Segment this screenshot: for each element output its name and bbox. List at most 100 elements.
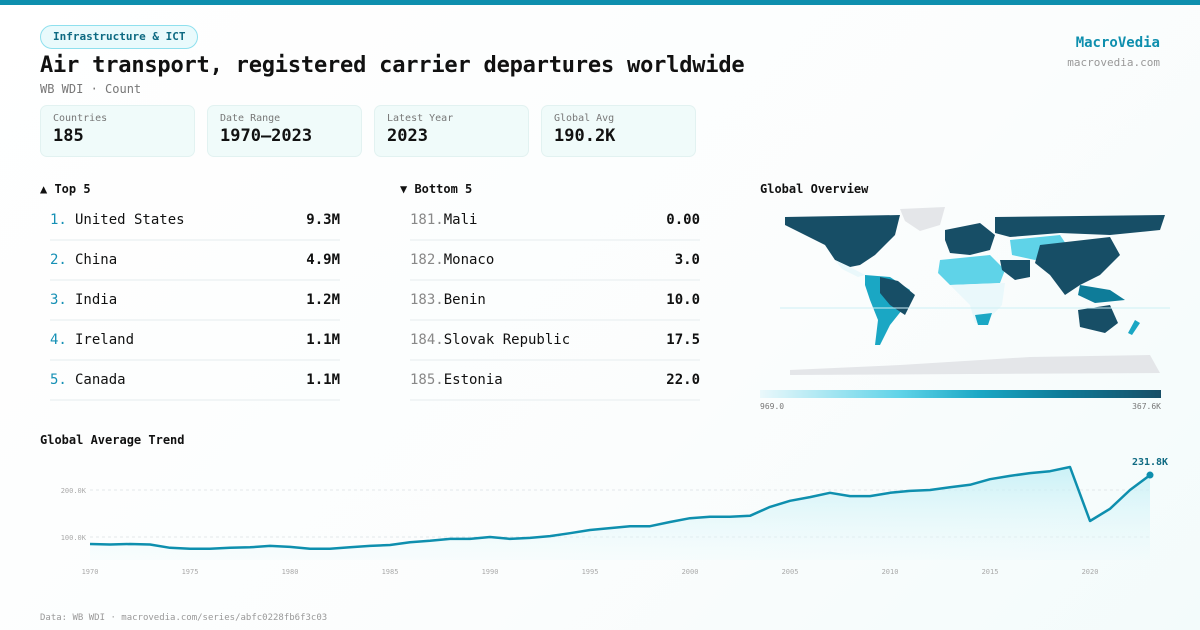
map-region-brazil	[880, 277, 915, 315]
country-value: 1.2M	[306, 292, 340, 308]
stat-value: 2023	[387, 126, 428, 146]
page-subtitle: WB WDI · Count	[40, 82, 142, 96]
bottom5-list: 181. Mali 0.00 182. Monaco 3.0 183. Benin 10.0…	[410, 201, 700, 401]
y-tick-label: 200.0K	[61, 487, 87, 495]
rank: 184.	[410, 332, 444, 348]
map-region-central-america	[835, 260, 865, 277]
world-map[interactable]	[780, 205, 1170, 380]
rank: 181.	[410, 212, 444, 228]
stat-value: 190.2K	[554, 126, 616, 146]
country-value: 22.0	[666, 372, 700, 388]
rank: 183.	[410, 292, 444, 308]
stat-card-countries: Countries 185	[40, 105, 195, 157]
rank: 3.	[50, 292, 67, 308]
map-region-greenland	[900, 207, 945, 231]
map-region-south-africa	[975, 313, 992, 325]
rank: 2.	[50, 252, 67, 268]
map-region-southeast-asia	[1078, 285, 1125, 303]
map-legend-gradient	[760, 390, 1161, 398]
x-tick-label: 1980	[282, 568, 299, 576]
data-point	[1146, 471, 1154, 479]
x-tick-label: 2020	[1082, 568, 1099, 576]
list-item[interactable]: 1. United States 9.3M	[50, 201, 340, 241]
rank: 4.	[50, 332, 67, 348]
x-tick-label: 1995	[582, 568, 599, 576]
x-tick-label: 1975	[182, 568, 199, 576]
map-region-north-america	[785, 215, 900, 267]
map-region-antarctica	[790, 355, 1160, 375]
last-value-label: 231.8K	[1132, 457, 1168, 468]
stat-label: Countries	[53, 113, 108, 124]
x-tick-label: 1970	[82, 568, 99, 576]
trend-chart[interactable]: 100.0K 200.0K 231.8K 1970 1975 1980 1985 1990 19…	[0, 440, 1200, 580]
list-item[interactable]: 2. China 4.9M	[50, 241, 340, 281]
stat-label: Date Range	[220, 113, 281, 124]
category-badge[interactable]: Infrastructure & ICT	[40, 25, 199, 49]
brand-url[interactable]: macrovedia.com	[1067, 56, 1160, 69]
list-item[interactable]: 5. Canada 1.1M	[50, 361, 340, 401]
map-legend-min: 969.0	[760, 402, 785, 411]
country-name: Ireland	[75, 332, 135, 348]
stat-label: Latest Year	[387, 113, 454, 124]
map-region-middle-east	[1000, 260, 1030, 280]
country-value: 3.0	[674, 252, 700, 268]
top5-list: 1. United States 9.3M 2. China 4.9M 3. India 1…	[50, 201, 340, 401]
rank: 5.	[50, 372, 67, 388]
country-name: Canada	[75, 372, 126, 388]
trend-area	[90, 467, 1150, 560]
country-name: Mali	[443, 212, 478, 228]
country-value: 4.9M	[306, 252, 340, 268]
country-value: 0.00	[666, 212, 700, 228]
stat-card-global-avg: Global Avg 190.2K	[541, 105, 696, 157]
map-region-australia	[1078, 305, 1118, 333]
country-value: 10.0	[666, 292, 700, 308]
list-item[interactable]: 185. Estonia 22.0	[410, 361, 700, 401]
map-region-north-africa	[938, 255, 1005, 285]
list-item[interactable]: 184. Slovak Republic 17.5	[410, 321, 700, 361]
stat-label: Global Avg	[554, 113, 615, 124]
map-region-russia	[995, 215, 1165, 237]
stat-card-latest-year: Latest Year 2023	[374, 105, 529, 157]
country-name: Monaco	[443, 252, 495, 268]
stat-card-date-range: Date Range 1970–2023	[207, 105, 362, 157]
rank: 185.	[410, 372, 444, 388]
bottom5-heading: ▼ Bottom 5	[400, 182, 473, 196]
map-region-new-zealand	[1128, 320, 1140, 335]
country-name: India	[75, 292, 118, 308]
brand-logo[interactable]: MacroVedia	[1075, 35, 1160, 51]
country-value: 1.1M	[306, 332, 340, 348]
map-region-subsaharan-africa	[950, 283, 1005, 323]
x-tick-label: 1990	[482, 568, 499, 576]
x-tick-label: 2000	[682, 568, 699, 576]
stat-value: 185	[53, 126, 84, 146]
country-name: China	[75, 252, 118, 268]
country-name: Estonia	[443, 372, 503, 388]
stat-value: 1970–2023	[220, 126, 313, 146]
map-region-europe	[945, 223, 995, 255]
country-name: Benin	[443, 292, 486, 308]
map-legend-max: 367.6K	[1132, 402, 1161, 411]
trend-line	[89, 465, 1151, 551]
country-value: 9.3M	[306, 212, 340, 228]
list-item[interactable]: 4. Ireland 1.1M	[50, 321, 340, 361]
x-tick-label: 2015	[982, 568, 999, 576]
x-tick-label: 2010	[882, 568, 899, 576]
top5-heading: ▲ Top 5	[40, 182, 91, 196]
list-item[interactable]: 183. Benin 10.0	[410, 281, 700, 321]
map-region-asia	[1035, 237, 1120, 295]
page-title: Air transport, registered carrier depart…	[40, 53, 745, 78]
list-item[interactable]: 182. Monaco 3.0	[410, 241, 700, 281]
x-tick-label: 1985	[382, 568, 399, 576]
y-tick-label: 100.0K	[61, 534, 87, 542]
list-item[interactable]: 3. India 1.2M	[50, 281, 340, 321]
list-item[interactable]: 181. Mali 0.00	[410, 201, 700, 241]
country-name: Slovak Republic	[443, 332, 571, 348]
country-value: 17.5	[666, 332, 700, 348]
x-tick-label: 2005	[782, 568, 799, 576]
top-accent-bar	[0, 0, 1200, 5]
rank: 1.	[50, 212, 67, 228]
rank: 182.	[410, 252, 444, 268]
map-title: Global Overview	[760, 182, 869, 196]
trend-chart-title: Global Average Trend	[40, 433, 185, 447]
country-name: United States	[75, 212, 185, 228]
